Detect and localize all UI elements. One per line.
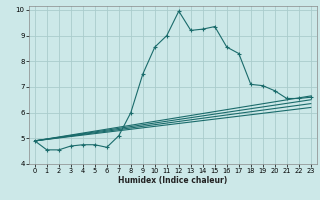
X-axis label: Humidex (Indice chaleur): Humidex (Indice chaleur) [118, 176, 228, 185]
